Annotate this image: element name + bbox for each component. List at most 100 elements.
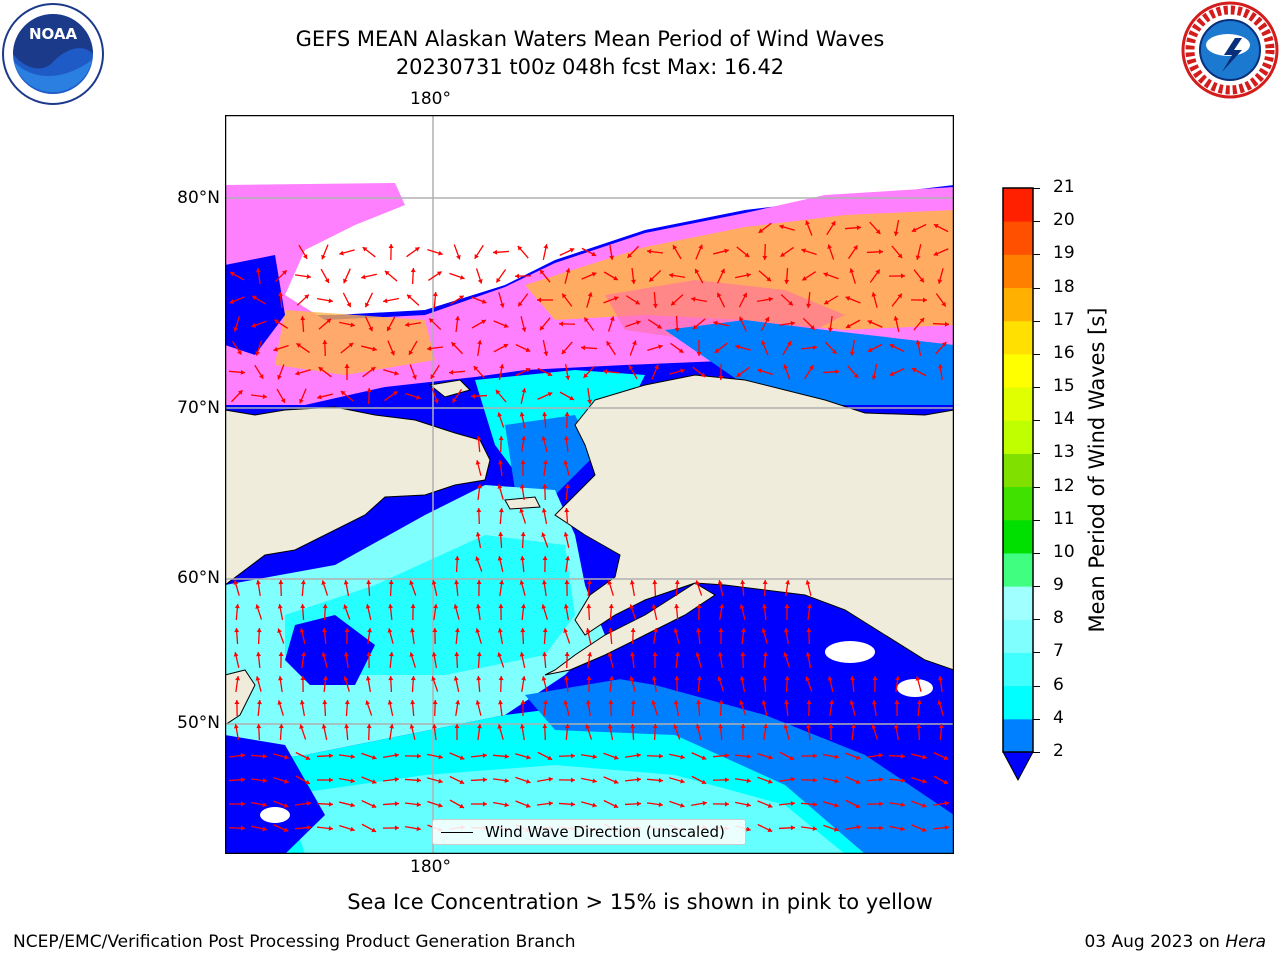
wave-direction-arrowhead (430, 374, 436, 379)
wave-direction-arrowhead (827, 327, 833, 332)
wave-direction-arrowhead (433, 398, 439, 404)
wave-direction-arrowhead (321, 580, 327, 585)
colorbar-tick-mark (1033, 188, 1040, 189)
wave-direction-arrowhead (262, 826, 267, 832)
wave-direction-arrowhead (613, 755, 619, 760)
lon-label-top: 180° (410, 89, 451, 109)
wave-direction-arrowhead (635, 299, 640, 305)
wave-direction-arrowhead (350, 802, 355, 808)
wave-direction-arrowhead (277, 700, 283, 705)
wave-direction-arrowhead (762, 652, 768, 657)
wave-direction-arrowhead (937, 700, 943, 705)
lat-label-80: 80°N (177, 188, 220, 208)
colorbar-tick-label: 10 (1053, 541, 1075, 562)
wave-direction-arrowhead (329, 777, 333, 783)
wave-direction-arrowhead (255, 676, 261, 681)
wave-direction-arrowhead (364, 302, 370, 308)
wave-direction-arrowhead (451, 342, 457, 347)
wave-direction-arrowhead (344, 724, 350, 729)
wave-direction-arrowhead (735, 344, 740, 350)
wave-direction-arrowhead (362, 247, 368, 252)
wave-direction-arrowhead (234, 604, 240, 609)
wave-direction-arrowhead (724, 777, 729, 783)
wave-direction-arrowhead (587, 652, 593, 657)
wave-direction-arrowhead (498, 532, 504, 537)
wave-direction-arrowhead (893, 316, 899, 321)
wave-direction-arrowhead (630, 700, 636, 705)
wave-direction-arrowhead (519, 652, 525, 657)
wave-direction-arrowhead (941, 301, 946, 307)
wave-direction-arrowhead (306, 825, 311, 831)
wave-direction-arrowhead (499, 303, 505, 308)
wave-direction-arrowhead (390, 350, 395, 356)
wave-direction-arrowhead (387, 628, 393, 633)
wave-direction-arrowhead (346, 302, 352, 308)
wave-direction-arrowhead (911, 367, 917, 373)
wave-direction-arrowhead (483, 801, 487, 807)
wave-direction-arrowhead (497, 412, 503, 418)
colorbar-label: Mean Period of Wind Waves [s] (1085, 307, 1109, 633)
wave-direction-arrowhead (718, 628, 724, 632)
wave-direction-arrowhead (943, 755, 949, 760)
wave-direction-arrowhead (389, 724, 395, 729)
wave-direction-arrowhead (790, 801, 795, 807)
wave-direction-arrowhead (806, 303, 812, 308)
wave-direction-arrowhead (432, 700, 438, 705)
wave-direction-arrowhead (649, 276, 654, 282)
wave-direction-arrowhead (394, 801, 399, 807)
wave-direction-arrowhead (262, 753, 267, 759)
lat-label-60: 60°N (177, 568, 220, 588)
bering-sea-blue-pocket (285, 615, 375, 685)
wave-direction-arrowhead (433, 604, 439, 609)
wave-direction-arrowhead (453, 676, 459, 681)
wave-direction-arrowhead (235, 676, 241, 681)
wave-direction-arrowhead (585, 700, 591, 705)
wave-direction-arrowhead (256, 700, 262, 705)
wave-direction-arrowhead (790, 825, 795, 831)
wave-direction-arrowhead (900, 753, 905, 759)
wave-direction-arrowhead (408, 350, 414, 355)
wave-direction-arrowhead (564, 508, 570, 513)
wave-direction-arrowhead (564, 580, 570, 585)
wave-direction-arrowhead (592, 754, 597, 760)
wave-direction-arrowhead (477, 484, 482, 489)
wave-direction-arrowhead (853, 373, 859, 379)
wave-direction-arrowhead (476, 508, 482, 513)
wave-direction-arrowhead (911, 227, 917, 233)
wave-direction-arrowhead (849, 268, 855, 273)
wave-direction-arrowhead (849, 351, 855, 356)
wave-direction-arrowhead (301, 652, 307, 657)
wave-direction-arrowhead (283, 803, 289, 808)
wave-direction-arrowhead (410, 676, 416, 681)
pacific-band-blue (225, 735, 325, 854)
wave-direction-arrowhead (658, 802, 663, 808)
colorbar-tick-mark (1033, 685, 1040, 687)
wave-direction-arrowhead (651, 700, 657, 705)
wave-direction-arrowhead (671, 300, 676, 306)
colorbar-tick-mark (1033, 718, 1040, 720)
wave-direction-arrowhead (262, 802, 267, 808)
wave-direction-arrowhead (761, 628, 767, 633)
wave-direction-arrowhead (922, 778, 927, 784)
wave-direction-arrowhead (438, 778, 443, 784)
wave-direction-arrowhead (519, 484, 525, 489)
wave-direction-arrowhead (394, 370, 399, 376)
wave-direction-arrowhead (805, 652, 811, 657)
wave-direction-arrowhead (658, 777, 663, 783)
wave-direction-arrowhead (746, 802, 751, 808)
wave-direction-arrowhead (830, 221, 836, 226)
wave-direction-arrowhead (459, 274, 465, 280)
wave-direction-arrowhead (609, 676, 614, 681)
wave-direction-arrowhead (431, 676, 437, 682)
wave-direction-arrowhead (763, 724, 769, 729)
gulf-nodata-1 (825, 641, 875, 663)
pacific-nodata-1 (260, 807, 290, 823)
wave-direction-arrowhead (459, 803, 464, 809)
colorbar-block (1003, 619, 1033, 653)
wave-direction-arrowhead (416, 777, 421, 783)
wave-direction-arrowhead (587, 399, 593, 404)
wave-direction-arrowhead (654, 364, 659, 370)
wave-direction-arrowhead (784, 279, 790, 284)
wave-direction-arrowhead (570, 753, 575, 759)
wave-direction-arrowhead (724, 801, 729, 807)
